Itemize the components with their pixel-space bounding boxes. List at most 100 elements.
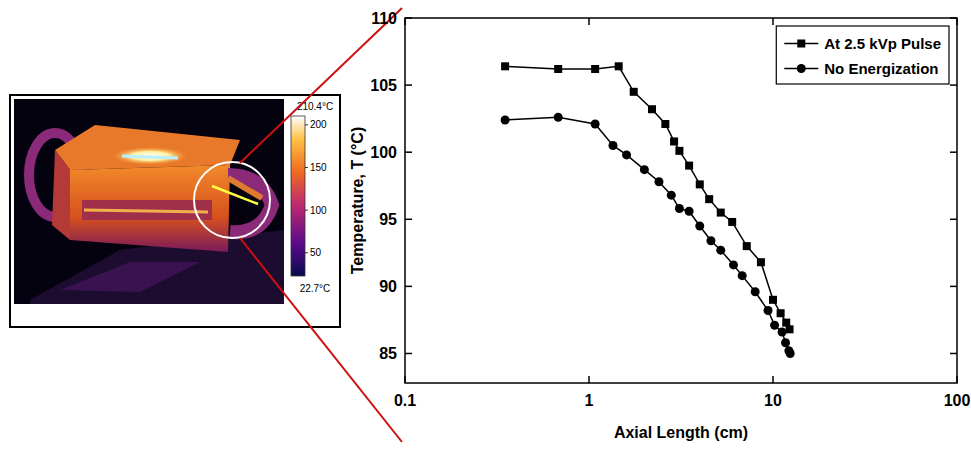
measure-line — [212, 186, 258, 204]
y-tick — [405, 17, 412, 19]
data-point — [786, 325, 794, 333]
data-point — [705, 195, 713, 203]
colorbar-min-label: 22.7°C — [300, 283, 331, 294]
colorbar-tick-label: 150 — [310, 162, 327, 173]
plot-frame — [405, 18, 957, 383]
legend-label: No Energization — [824, 60, 938, 77]
photo-background — [14, 99, 284, 304]
x-tick — [956, 376, 958, 383]
data-point — [591, 120, 600, 129]
line-chart: 8590951001051100.1110100Axial Length (cm… — [349, 10, 970, 442]
figure: 210.4°C22.7°C501001502008590951001051100… — [0, 0, 971, 453]
hot-spot — [112, 147, 188, 165]
legend-marker — [797, 40, 805, 48]
y-tick-label: 90 — [379, 278, 397, 295]
y-tick — [405, 84, 412, 86]
data-point — [717, 209, 725, 217]
colorbar — [291, 116, 305, 276]
y-tick-label: 95 — [379, 211, 397, 228]
zoom-circle — [194, 162, 270, 238]
colorbar-tick-label: 200 — [310, 119, 327, 130]
zoom-line — [240, 238, 402, 442]
x-tick-label: 0.1 — [394, 392, 416, 409]
y-tick-label: 105 — [370, 77, 397, 94]
series-line — [505, 66, 789, 329]
device-side — [52, 150, 70, 240]
device-front — [70, 165, 230, 252]
data-point — [743, 242, 751, 250]
data-point — [591, 65, 599, 73]
y-tick-label: 100 — [370, 144, 397, 161]
hot-core — [122, 156, 178, 158]
photo-content — [29, 125, 284, 304]
data-point — [685, 207, 694, 216]
data-point — [615, 62, 623, 70]
data-point — [757, 258, 765, 266]
data-point — [778, 328, 787, 337]
data-point — [622, 150, 631, 159]
colorbar-tick — [305, 210, 308, 211]
y-tick — [950, 84, 957, 86]
x-tick — [772, 376, 774, 383]
data-point — [640, 165, 649, 174]
device-slot — [82, 200, 212, 220]
device-rail — [84, 210, 208, 212]
zoom-line — [240, 8, 402, 163]
data-point — [675, 147, 683, 155]
data-point — [501, 62, 509, 70]
data-point — [667, 191, 676, 200]
data-point — [661, 120, 669, 128]
data-point — [554, 65, 562, 73]
photo-frame — [10, 95, 340, 327]
stand — [60, 262, 200, 292]
data-point — [630, 88, 638, 96]
data-point — [695, 221, 704, 230]
colorbar-tick — [305, 252, 308, 253]
y-tick — [950, 219, 957, 221]
x-tick — [404, 376, 406, 383]
series-line — [505, 117, 790, 353]
data-point — [786, 349, 795, 358]
legend-box — [776, 26, 949, 84]
x-tick — [956, 18, 958, 25]
y-tick — [405, 353, 412, 355]
y-tick — [950, 353, 957, 355]
data-point — [764, 306, 773, 315]
y-tick — [950, 151, 957, 153]
data-point — [675, 204, 684, 213]
data-point — [670, 137, 678, 145]
y-tick — [405, 286, 412, 288]
colorbar-tick-label: 100 — [310, 205, 327, 216]
y-tick-label: 85 — [379, 345, 397, 362]
data-point — [685, 162, 693, 170]
x-tick — [772, 18, 774, 25]
colorbar-tick-label: 50 — [310, 247, 322, 258]
y-axis-title: Temperature, T (°C) — [349, 127, 366, 274]
x-axis-title: Axial Length (cm) — [614, 424, 748, 441]
x-tick-label: 1 — [585, 392, 594, 409]
legend: At 2.5 kVp Pulse No Energization — [776, 26, 949, 84]
x-tick — [588, 376, 590, 383]
plot-data — [501, 62, 795, 358]
x-tick — [404, 18, 406, 25]
data-point — [554, 113, 563, 122]
data-point — [781, 338, 790, 347]
data-point — [751, 287, 760, 296]
data-point — [654, 177, 663, 186]
legend-label: At 2.5 kVp Pulse — [824, 35, 941, 52]
data-point — [729, 260, 738, 269]
data-point — [696, 180, 704, 188]
y-tick — [950, 286, 957, 288]
y-tick-label: 110 — [371, 10, 397, 27]
data-point — [501, 115, 510, 124]
data-point — [777, 309, 785, 317]
data-point — [769, 296, 777, 304]
thermal-photo: 210.4°C22.7°C50100150200 — [10, 95, 340, 327]
colorbar-tick — [305, 167, 308, 168]
y-tick — [405, 151, 412, 153]
data-point — [608, 141, 617, 150]
data-point — [648, 105, 656, 113]
device-top — [55, 125, 240, 170]
data-point — [770, 321, 779, 330]
data-point — [738, 271, 747, 280]
